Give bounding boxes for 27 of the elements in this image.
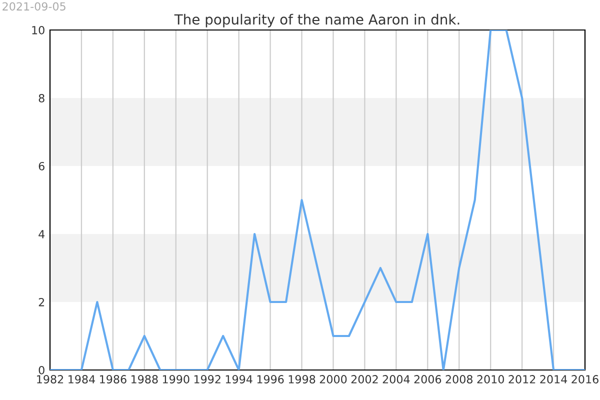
x-tick-label: 2000 bbox=[320, 375, 347, 384]
y-tick-label: 0 bbox=[38, 366, 44, 374]
y-tick-label: 6 bbox=[38, 162, 44, 170]
text: 2021-09-05 bbox=[2, 2, 66, 11]
y-tick-label: 8 bbox=[38, 94, 44, 102]
x-tick-label: 2002 bbox=[351, 375, 378, 384]
x-tick-label: 1994 bbox=[226, 375, 252, 384]
line-series bbox=[50, 30, 585, 370]
x-tick-label: 1998 bbox=[288, 375, 316, 384]
x-tick-label: 2016 bbox=[572, 375, 598, 384]
chart-title: The popularity of the name Aaron in dnk. bbox=[174, 14, 460, 28]
y-tick-label: 2 bbox=[38, 298, 44, 306]
x-tick-label: 1996 bbox=[257, 375, 284, 384]
x-tick-label: 2004 bbox=[382, 375, 410, 384]
x-tick-label: 1990 bbox=[162, 375, 190, 384]
x-tick-label: 2010 bbox=[477, 375, 504, 384]
x-tick-label: 1988 bbox=[131, 375, 158, 384]
x-tick-label: 2014 bbox=[540, 375, 568, 384]
x-tick-label: 1982 bbox=[37, 375, 64, 384]
x-tick-label: 2006 bbox=[414, 375, 442, 384]
y-tick-label: 10 bbox=[32, 26, 44, 34]
x-tick-label: 2012 bbox=[508, 375, 536, 384]
x-tick-label: 1986 bbox=[100, 375, 126, 384]
x-tick-label: 1984 bbox=[68, 375, 95, 384]
x-tick-label: 2008 bbox=[446, 375, 472, 384]
x-tick-label: 1992 bbox=[194, 375, 220, 384]
y-tick-label: 4 bbox=[38, 230, 45, 238]
